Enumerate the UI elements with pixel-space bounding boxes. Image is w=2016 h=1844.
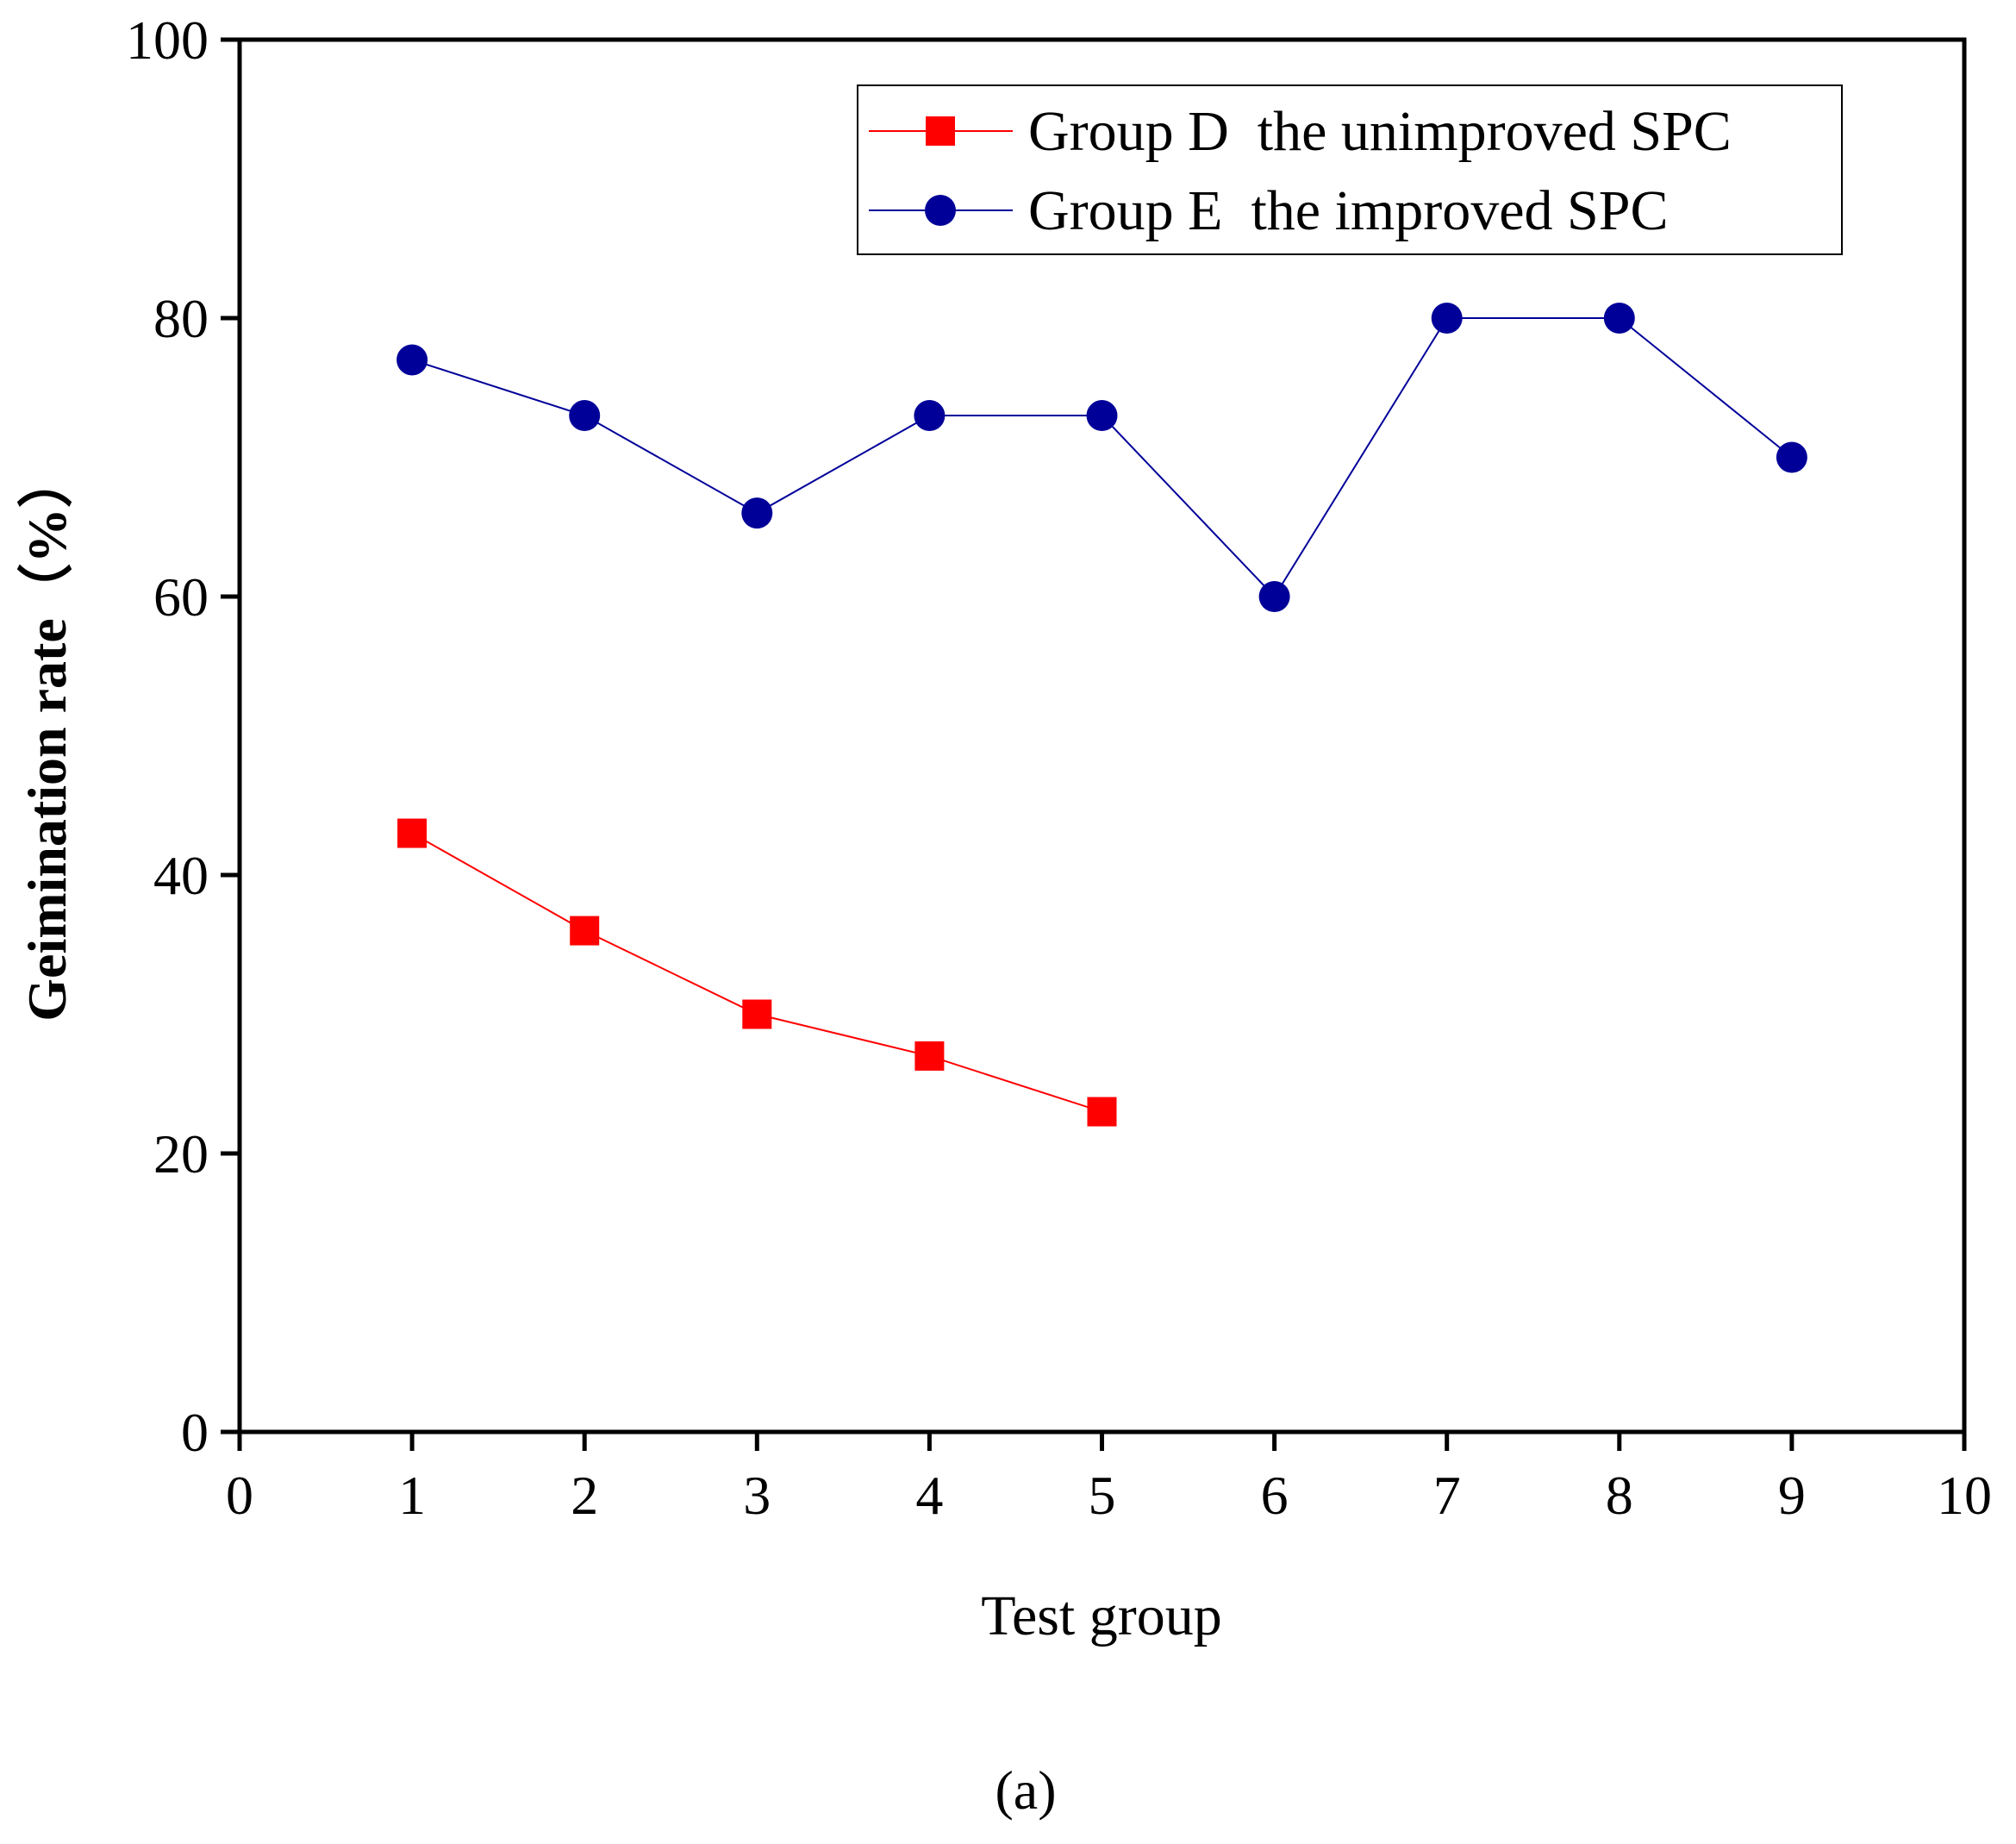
data-point-group-d — [914, 1041, 945, 1071]
y-axis: 0 20 40 60 80 100 — [126, 9, 240, 1463]
x-tick-label: 0 — [226, 1465, 253, 1526]
y-tick-label: 40 — [153, 845, 209, 906]
x-axis: 0 1 2 3 4 5 6 7 8 9 10 — [226, 1432, 1992, 1526]
x-tick-label: 8 — [1606, 1465, 1633, 1526]
data-point-group-e — [1258, 581, 1290, 612]
x-tick-label: 6 — [1261, 1465, 1289, 1526]
legend-box — [857, 84, 1843, 255]
data-point-group-e — [914, 400, 946, 432]
y-tick-label: 20 — [153, 1123, 209, 1185]
series-line-group-d — [411, 832, 1102, 1113]
x-tick-label: 10 — [1937, 1465, 1992, 1526]
data-point-group-e — [396, 344, 428, 376]
x-axis-title: Test group — [981, 1585, 1222, 1647]
x-tick-label: 1 — [398, 1465, 426, 1526]
data-point-group-e — [569, 400, 601, 432]
x-tick-label: 9 — [1778, 1465, 1806, 1526]
data-point-group-d — [1087, 1097, 1117, 1127]
x-tick-label: 4 — [915, 1465, 943, 1526]
data-point-group-d — [570, 916, 600, 946]
y-axis-title: Geimination rate（%） — [16, 453, 78, 1021]
series-line-group-e — [411, 317, 1793, 598]
legend-label-group-e: Group E the improved SPC — [1028, 179, 1668, 242]
data-point-group-e — [741, 497, 773, 529]
series-layer — [396, 303, 1807, 1127]
legend-marker-square — [926, 116, 955, 146]
y-tick-label: 0 — [181, 1402, 209, 1463]
data-point-group-e — [1776, 441, 1807, 473]
x-tick-label: 5 — [1089, 1465, 1116, 1526]
x-tick-label: 3 — [743, 1465, 771, 1526]
data-point-group-e — [1086, 400, 1118, 432]
data-point-group-d — [397, 818, 428, 848]
x-tick-label: 2 — [571, 1465, 598, 1526]
data-point-group-d — [742, 999, 772, 1029]
y-tick-label: 80 — [153, 288, 209, 349]
data-point-group-e — [1431, 303, 1463, 334]
x-tick-label: 7 — [1433, 1465, 1461, 1526]
data-point-group-e — [1603, 303, 1635, 334]
y-tick-label: 100 — [126, 9, 209, 71]
y-tick-label: 60 — [153, 566, 209, 628]
legend-marker-circle — [925, 195, 956, 226]
legend-label-group-d: Group D the unimproved SPC — [1028, 100, 1732, 163]
figure-caption: (a) — [995, 1760, 1056, 1821]
legend: Group D the unimproved SPC Group E the i… — [857, 84, 1843, 255]
